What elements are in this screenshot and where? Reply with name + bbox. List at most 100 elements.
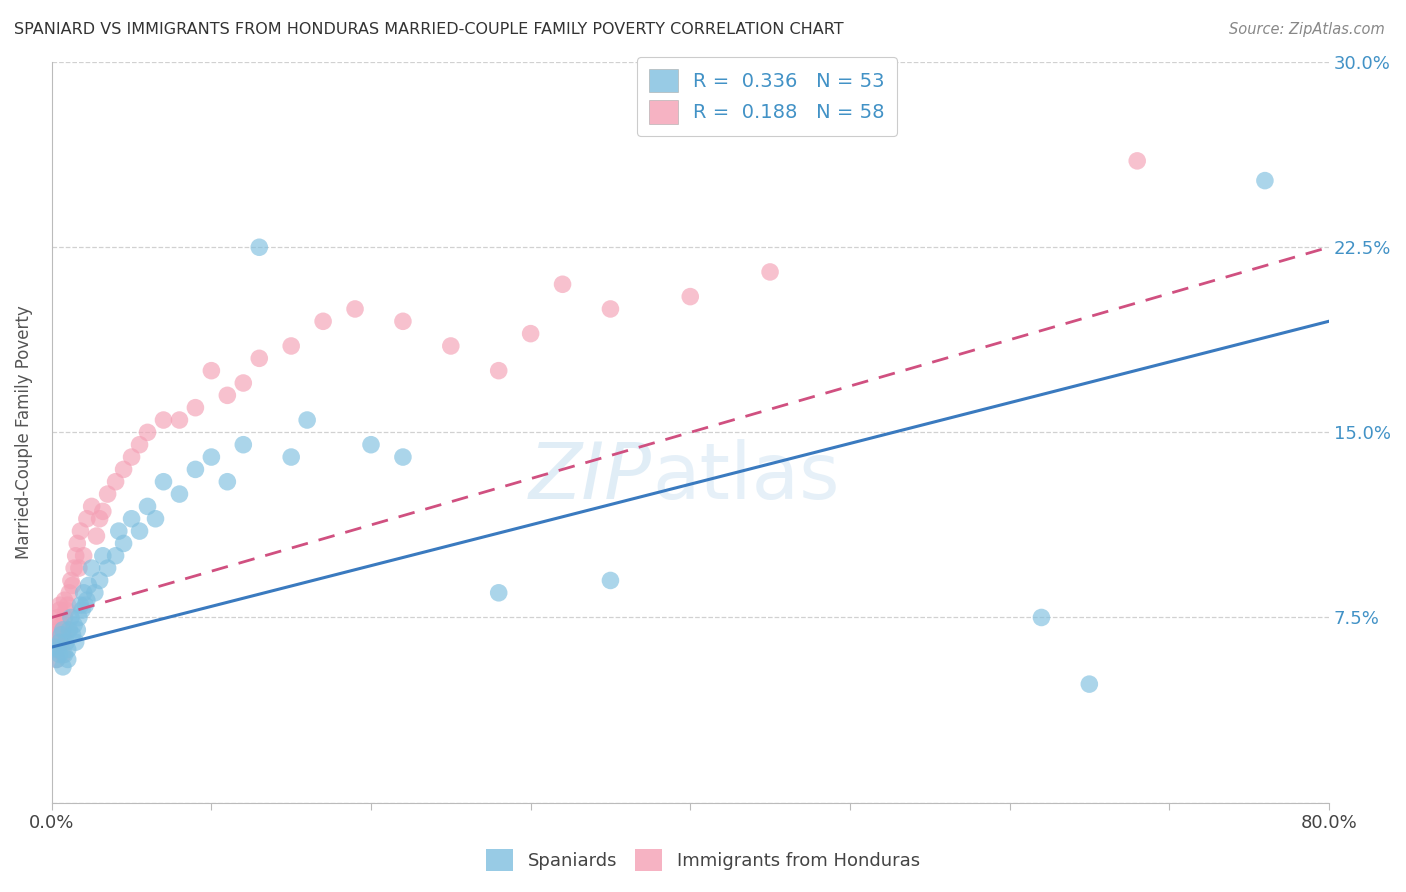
Point [104, 549, 127, 563]
Point [69, 524, 91, 538]
Point [169, 487, 191, 501]
Point [56, 652, 79, 666]
Point [97, 487, 120, 501]
Point [280, 339, 302, 353]
Point [48, 603, 70, 617]
Point [48, 648, 70, 662]
Text: SPANIARD VS IMMIGRANTS FROM HONDURAS MARRIED-COUPLE FAMILY POVERTY CORRELATION C: SPANIARD VS IMMIGRANTS FROM HONDURAS MAR… [14, 22, 844, 37]
Point [184, 462, 207, 476]
Point [59, 610, 82, 624]
Legend: Spaniards, Immigrants from Honduras: Spaniards, Immigrants from Honduras [479, 842, 927, 879]
Point [65, 635, 87, 649]
Point [136, 500, 159, 514]
Point [46, 610, 69, 624]
Text: atlas: atlas [652, 439, 839, 515]
Point [89, 574, 111, 588]
Point [44, 640, 66, 654]
Point [83, 586, 105, 600]
Point [80, 561, 103, 575]
Point [63, 618, 86, 632]
Point [73, 586, 96, 600]
Point [1078, 677, 1101, 691]
Point [232, 438, 254, 452]
Point [217, 475, 239, 489]
Point [599, 301, 621, 316]
Point [91, 504, 114, 518]
Point [55, 635, 77, 649]
Legend: R =  0.336   N = 53, R =  0.188   N = 58: R = 0.336 N = 53, R = 0.188 N = 58 [637, 57, 897, 136]
Point [200, 450, 222, 464]
Point [67, 561, 90, 575]
Point [247, 240, 270, 254]
Point [69, 598, 91, 612]
Point [45, 635, 67, 649]
Point [52, 623, 75, 637]
Point [53, 610, 76, 624]
Point [184, 401, 207, 415]
Point [1254, 173, 1277, 187]
Y-axis label: Married-Couple Family Poverty: Married-Couple Family Poverty [15, 305, 32, 559]
Point [51, 635, 73, 649]
Point [76, 593, 98, 607]
Point [86, 529, 108, 543]
Point [759, 265, 782, 279]
Point [77, 578, 100, 592]
Point [51, 618, 73, 632]
Point [128, 524, 150, 538]
Point [76, 512, 98, 526]
Point [1031, 610, 1053, 624]
Point [679, 290, 702, 304]
Point [107, 524, 129, 538]
Point [44, 618, 66, 632]
Point [599, 574, 621, 588]
Point [48, 598, 70, 612]
Point [232, 376, 254, 390]
Point [51, 628, 73, 642]
Point [312, 314, 335, 328]
Point [52, 648, 75, 662]
Point [53, 648, 76, 662]
Point [80, 500, 103, 514]
Point [97, 561, 120, 575]
Point [440, 339, 463, 353]
Point [1126, 153, 1149, 168]
Point [48, 635, 70, 649]
Point [63, 561, 86, 575]
Point [488, 364, 510, 378]
Point [58, 586, 80, 600]
Point [136, 425, 159, 440]
Point [48, 623, 70, 637]
Point [551, 277, 574, 292]
Point [56, 598, 79, 612]
Point [73, 549, 96, 563]
Point [392, 314, 415, 328]
Point [56, 623, 79, 637]
Point [344, 301, 367, 316]
Point [67, 610, 90, 624]
Point [66, 536, 89, 550]
Point [519, 326, 541, 341]
Point [217, 388, 239, 402]
Point [42, 628, 65, 642]
Point [45, 652, 67, 666]
Point [121, 450, 143, 464]
Point [392, 450, 415, 464]
Point [75, 598, 97, 612]
Point [295, 413, 318, 427]
Point [280, 450, 302, 464]
Point [488, 586, 510, 600]
Point [152, 475, 174, 489]
Point [44, 642, 66, 657]
Point [121, 512, 143, 526]
Point [53, 593, 76, 607]
Point [56, 642, 79, 657]
Point [45, 652, 67, 666]
Point [152, 413, 174, 427]
Point [360, 438, 382, 452]
Point [169, 413, 191, 427]
Point [89, 512, 111, 526]
Point [55, 603, 77, 617]
Point [91, 549, 114, 563]
Point [62, 578, 84, 592]
Point [46, 642, 69, 657]
